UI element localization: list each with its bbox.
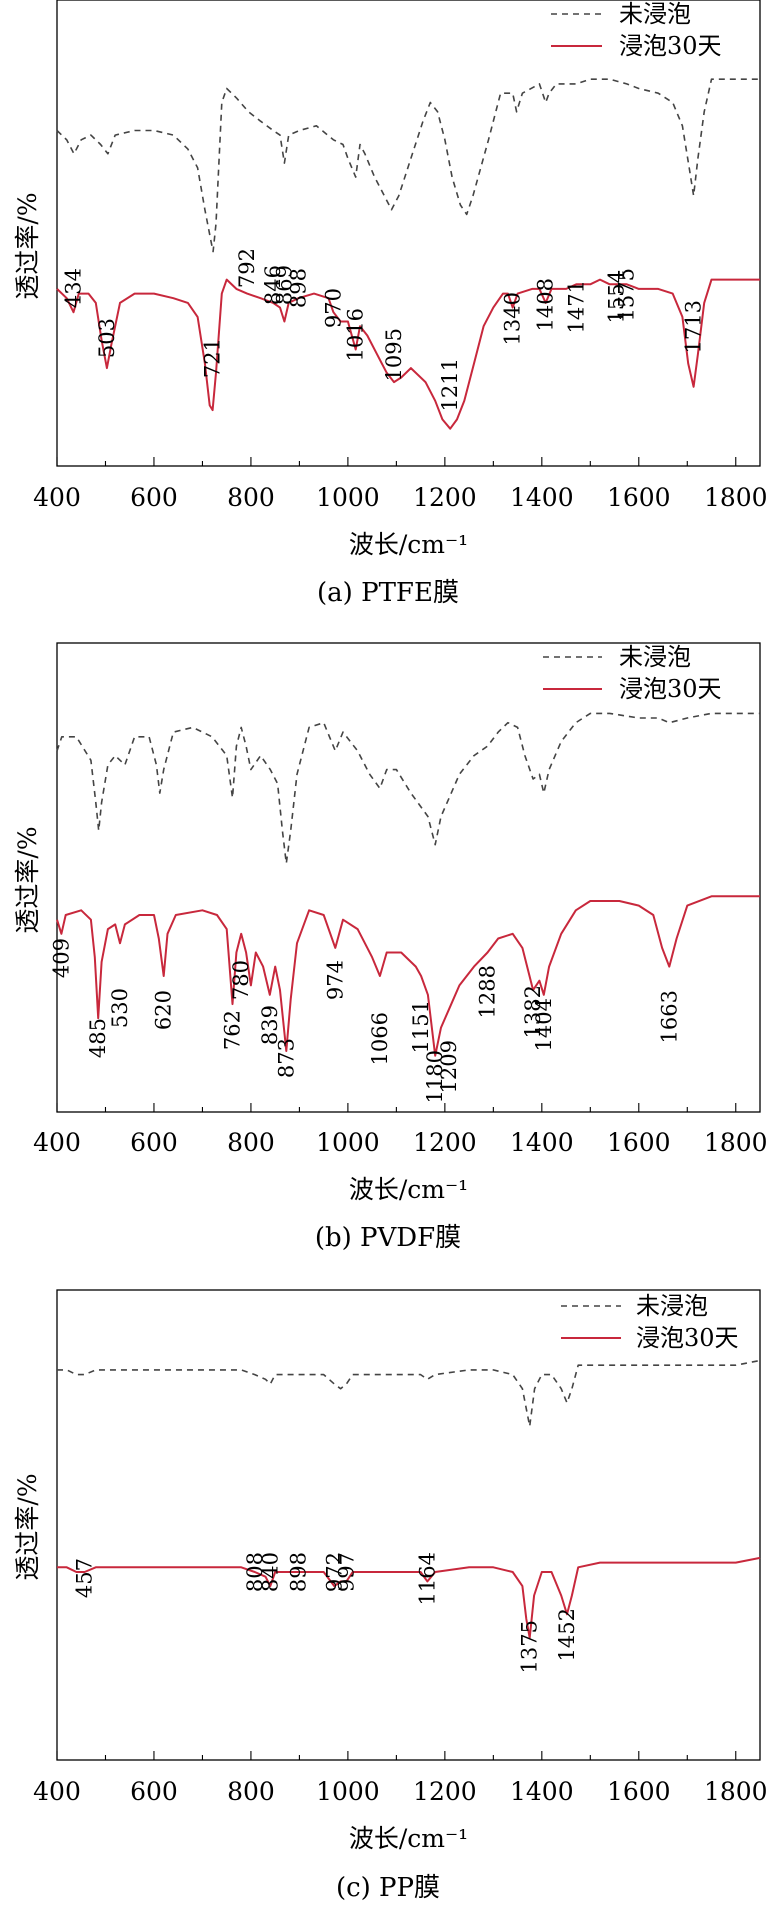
peak-label: 1209 [437,1040,461,1093]
peak-label: 1408 [534,278,558,331]
peak-label: 1164 [415,1552,439,1605]
series-line-untreated [56,712,760,865]
peak-label: 839 [258,1005,282,1045]
x-axis-title: 波长/cm⁻¹ [349,1175,468,1204]
legend-label-untreated: 未浸泡 [619,0,691,28]
x-tick-label: 1800 [704,1777,768,1806]
peak-label: 873 [274,1038,298,1078]
peak-label: 485 [86,1018,110,1058]
panel-caption: (c) PP膜 [336,1873,440,1903]
peak-label: 434 [62,268,86,308]
series-line-soaked [57,1556,761,1639]
peak-label: 1471 [564,280,588,333]
peak-label: 530 [108,988,132,1028]
peak-label: 970 [321,288,345,328]
plot-frame [56,642,761,1113]
x-tick-label: 800 [227,483,275,512]
legend-label-soaked: 浸泡30天 [636,1324,739,1352]
x-tick-label: 1400 [510,1777,574,1806]
peak-label: 721 [201,338,225,378]
x-tick-label: 600 [130,483,178,512]
peak-label: 997 [334,1552,358,1592]
series-line-soaked [56,895,760,1057]
peak-label: 808 [243,1552,267,1592]
legend-label-untreated: 未浸泡 [619,643,691,671]
peak-label: 1404 [532,998,556,1051]
chart-panel: 400 600 800 1000 1200 1400 1600 1800 波长/cm⁻¹ 透过率/… [13,0,768,608]
x-tick-label: 600 [130,1777,178,1806]
x-tick-label: 1000 [316,1128,380,1157]
x-tick-label: 400 [33,483,81,512]
plot-frame [56,0,761,467]
x-tick-label: 1800 [704,1128,768,1157]
x-tick-label: 400 [33,1777,81,1806]
peak-label: 1452 [555,1608,579,1661]
legend-label-soaked: 浸泡30天 [619,675,722,703]
peak-label: 972 [322,1552,346,1592]
chart-panel: 400 600 800 1000 1200 1400 1600 1800 波长/cm⁻¹ 透过率/… [13,642,768,1253]
chart-panel: 400 600 800 1000 1200 1400 1600 1800 波长/cm⁻¹ 透过率/… [13,1289,768,1903]
peak-label: 1663 [657,990,681,1043]
peak-label: 780 [229,960,253,1000]
x-tick-label: 600 [130,1128,178,1157]
peak-label: 409 [49,938,73,978]
peak-label: 762 [221,1010,245,1050]
series-line-untreated [56,78,760,253]
x-tick-label: 1200 [413,1128,477,1157]
y-axis-title: 透过率/% [13,826,42,933]
x-tick-label: 1200 [413,1777,477,1806]
peak-label: 1016 [344,308,368,361]
peak-label: 1575 [615,268,639,321]
legend-label-untreated: 未浸泡 [636,1292,708,1320]
peak-label: 846 [261,265,285,305]
peak-label: 898 [286,1552,310,1592]
x-axis-title: 波长/cm⁻¹ [349,530,468,559]
peak-label: 1151 [409,1000,433,1053]
peak-label: 1713 [682,300,706,353]
x-tick-label: 1600 [607,483,671,512]
peak-label: 1211 [438,358,462,411]
peak-label: 869 [272,265,296,305]
x-tick-label: 1600 [607,1777,671,1806]
peak-label: 840 [258,1552,282,1592]
x-tick-label: 1400 [510,483,574,512]
peak-label: 1066 [368,1012,392,1065]
peak-label: 1382 [521,985,545,1038]
x-tick-label: 1000 [316,483,380,512]
plot-frame [56,1289,761,1761]
x-tick-label: 1200 [413,483,477,512]
peak-label: 898 [286,268,310,308]
x-tick-label: 1400 [510,1128,574,1157]
panel-caption: (b) PVDF膜 [315,1223,461,1253]
x-tick-label: 1600 [607,1128,671,1157]
x-tick-label: 1000 [316,1777,380,1806]
peak-label: 1375 [518,1620,542,1673]
peak-label: 974 [323,960,347,1000]
legend-label-soaked: 浸泡30天 [619,32,722,60]
series-line-soaked [56,278,760,430]
series-line-untreated [57,1359,761,1428]
x-tick-label: 1800 [704,483,768,512]
x-tick-label: 400 [33,1128,81,1157]
y-axis-title: 透过率/% [13,1473,42,1580]
peak-label: 620 [152,990,176,1030]
y-axis-title: 透过率/% [13,192,42,299]
x-axis-title: 波长/cm⁻¹ [349,1824,468,1853]
panels: 400 600 800 1000 1200 1400 1600 1800 波长/cm⁻¹ 透过率/… [13,0,768,1903]
peak-label: 1180 [423,1050,447,1103]
peak-label: 1288 [476,965,500,1018]
panel-caption: (a) PTFE膜 [317,578,459,608]
peak-label: 1095 [382,328,406,381]
x-tick-label: 800 [227,1777,275,1806]
peak-label: 1554 [605,270,629,323]
x-tick-label: 800 [227,1128,275,1157]
peak-label: 1340 [501,292,525,345]
peak-label: 792 [235,248,259,288]
peak-label: 457 [73,1558,97,1598]
peak-label: 503 [95,318,119,358]
